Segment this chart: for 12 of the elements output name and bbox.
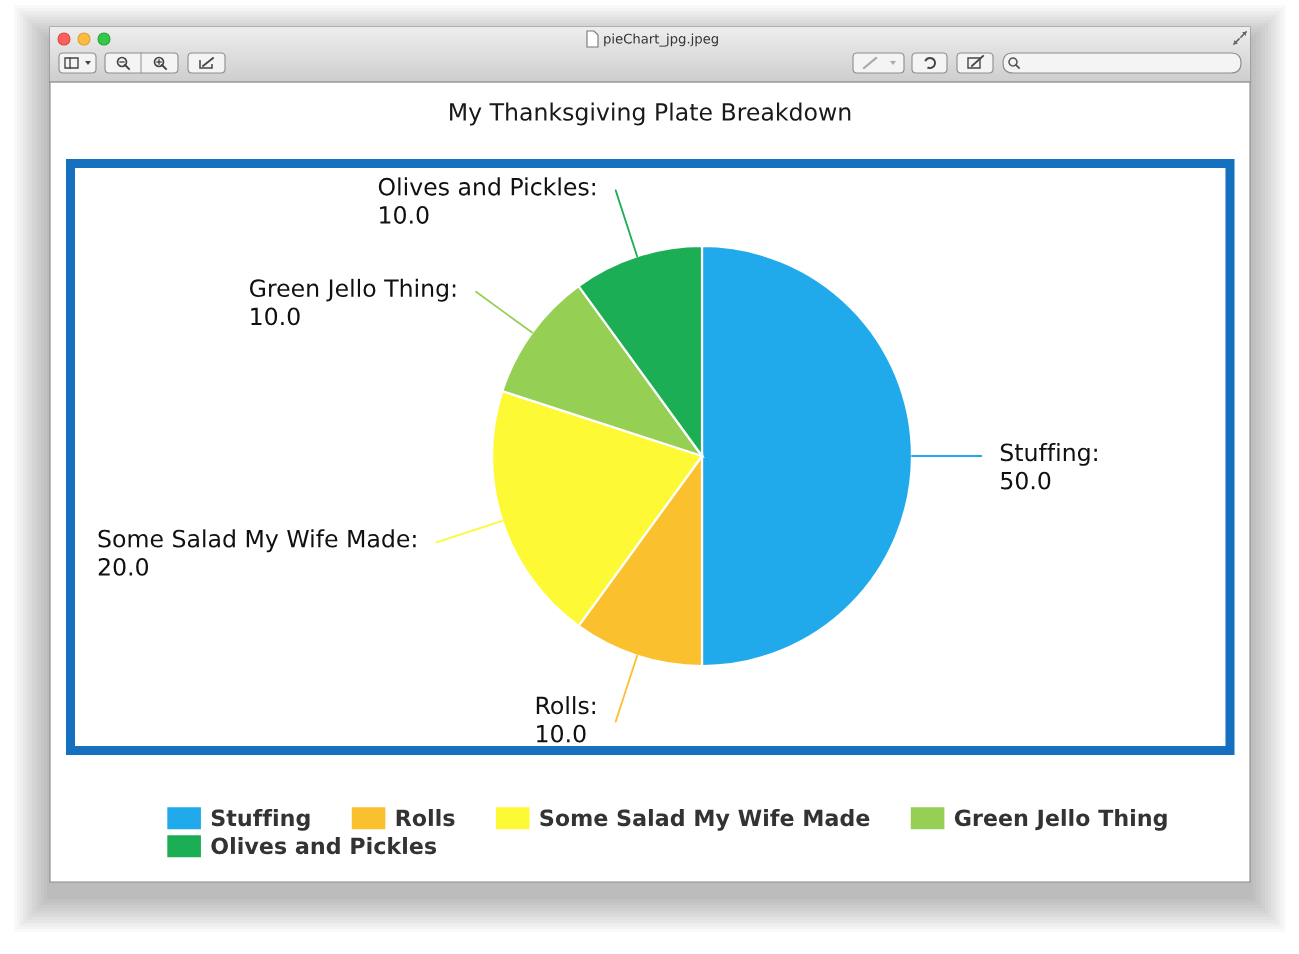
legend-label: Olives and Pickles xyxy=(211,837,437,855)
data-label: Olives and Pickles: 10.0 xyxy=(378,177,595,224)
data-label: Stuffing: 50.0 xyxy=(1000,443,1097,490)
text: pieChart_jpg.jpeg xyxy=(604,33,718,47)
data-label: Green Jello Thing: 10.0 xyxy=(249,278,456,326)
legend-label: Rolls xyxy=(396,809,455,827)
data-label: Rolls: 10.0 xyxy=(536,696,595,743)
data-label: Some Salad My Wife Made: 20.0 xyxy=(98,529,416,576)
legend-label: Green Jello Thing xyxy=(954,809,1167,831)
legend-label: Some Salad My Wife Made xyxy=(540,809,870,831)
chart-title: My Thanksgiving Plate Breakdown xyxy=(450,102,851,126)
legend-label: Stuffing xyxy=(211,809,310,831)
